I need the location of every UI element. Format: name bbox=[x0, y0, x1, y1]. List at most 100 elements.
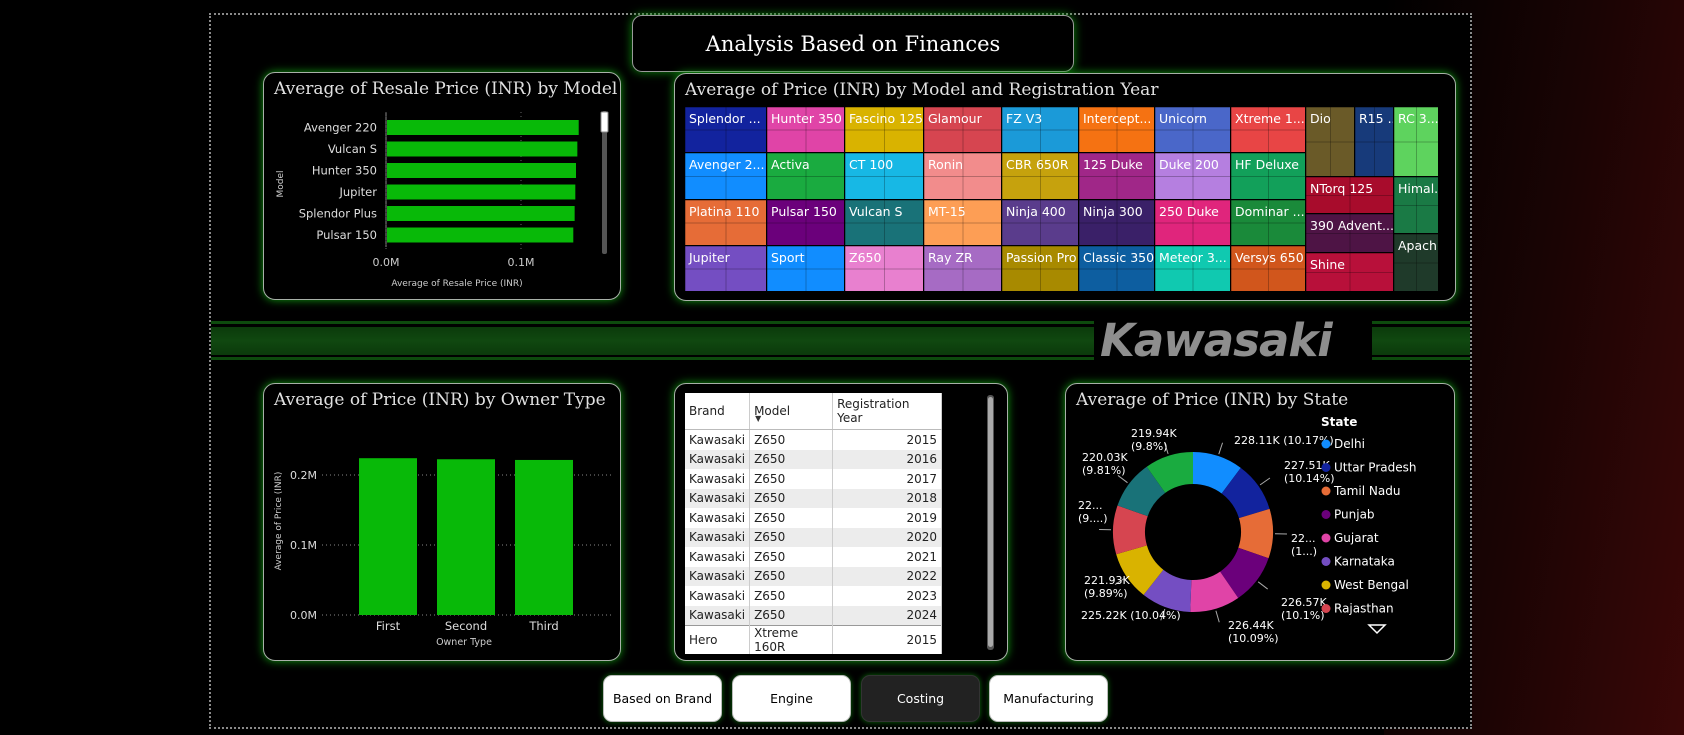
treemap-cell[interactable]: 250 Duke bbox=[1155, 199, 1231, 246]
treemap-cell[interactable]: Splendor ... bbox=[685, 107, 767, 154]
nav-button-engine[interactable]: Engine bbox=[732, 675, 851, 722]
nav-button-based-on-brand[interactable]: Based on Brand bbox=[603, 675, 722, 722]
treemap-cell[interactable]: Sport bbox=[767, 245, 845, 292]
table-row[interactable]: Kawasaki Z650 2023 bbox=[685, 586, 942, 606]
treemap-cell[interactable]: Dominar ... bbox=[1231, 199, 1306, 246]
treemap-cell[interactable]: NTorq 125 bbox=[1306, 177, 1394, 214]
treemap-cell[interactable]: MT-15 bbox=[924, 199, 1002, 246]
donut-legend-label[interactable]: Delhi bbox=[1334, 437, 1365, 451]
treemap-cell[interactable]: Xtreme 1... bbox=[1231, 107, 1306, 154]
treemap-cell[interactable]: Ninja 400 bbox=[1002, 199, 1079, 246]
treemap-cell[interactable]: CT 100 bbox=[845, 153, 924, 200]
treemap-cell[interactable]: Vulcan S bbox=[845, 199, 924, 246]
state-donut-card[interactable]: Average of Price (INR) by State 228.11K … bbox=[1065, 383, 1455, 661]
donut-legend-label[interactable]: Uttar Pradesh bbox=[1334, 461, 1416, 475]
treemap-cell[interactable]: RC 3... bbox=[1394, 107, 1439, 177]
table-row[interactable]: Kawasaki Z650 2019 bbox=[685, 508, 942, 528]
treemap-cell[interactable]: FZ V3 bbox=[1002, 107, 1079, 154]
table-row[interactable]: Kawasaki Z650 2021 bbox=[685, 547, 942, 567]
donut-data-label-line: (9....) bbox=[1078, 512, 1108, 525]
donut-legend-label[interactable]: Punjab bbox=[1334, 508, 1375, 522]
donut-slice[interactable] bbox=[1193, 452, 1241, 494]
donut-slice[interactable] bbox=[1146, 452, 1193, 493]
col-header-registration-year[interactable]: Registration Year bbox=[832, 393, 942, 430]
resale-bar[interactable] bbox=[387, 206, 575, 221]
treemap-card[interactable]: Average of Price (INR) by Model and Regi… bbox=[674, 73, 1456, 301]
resale-bar[interactable] bbox=[387, 141, 578, 157]
donut-slice[interactable] bbox=[1238, 508, 1273, 559]
treemap-cell[interactable]: Meteor 3... bbox=[1155, 245, 1231, 292]
treemap-cell[interactable]: Unicorn bbox=[1155, 107, 1231, 154]
resale-bar[interactable] bbox=[387, 184, 576, 200]
owner-bar[interactable] bbox=[515, 459, 573, 615]
treemap-cell[interactable]: Hunter 350 bbox=[767, 107, 845, 154]
donut-slice[interactable] bbox=[1220, 547, 1269, 599]
donut-slice[interactable] bbox=[1143, 569, 1192, 612]
treemap-cell[interactable]: Activa bbox=[767, 153, 845, 200]
resale-bar[interactable] bbox=[387, 120, 579, 135]
donut-slice[interactable] bbox=[1113, 505, 1148, 555]
treemap-cell[interactable]: R15 ... bbox=[1355, 107, 1394, 177]
treemap-cell[interactable]: Fascino 125 bbox=[845, 107, 924, 154]
donut-legend-label[interactable]: West Bengal bbox=[1334, 578, 1409, 592]
legend-scroll-down-icon[interactable] bbox=[1367, 624, 1387, 635]
treemap-cell[interactable]: Classic 350 bbox=[1079, 245, 1155, 292]
donut-legend-label[interactable]: Tamil Nadu bbox=[1333, 484, 1400, 498]
treemap-cell[interactable]: Ronin bbox=[924, 153, 1002, 200]
donut-legend-label[interactable]: Karnataka bbox=[1334, 555, 1395, 569]
treemap-cell[interactable]: Ninja 300 bbox=[1079, 199, 1155, 246]
treemap-cell[interactable]: Dio bbox=[1306, 107, 1355, 177]
resale-scrollbar-thumb[interactable] bbox=[600, 111, 609, 133]
table-row[interactable]: Kawasaki Z650 2017 bbox=[685, 469, 942, 489]
treemap-cell[interactable]: HF Deluxe bbox=[1231, 153, 1306, 200]
table-row[interactable]: Kawasaki Z650 2020 bbox=[685, 527, 942, 547]
treemap-cell[interactable]: CBR 650R bbox=[1002, 153, 1079, 200]
treemap-cell[interactable]: Intercept... bbox=[1079, 107, 1155, 154]
resale-bar[interactable] bbox=[387, 163, 576, 178]
col-header-brand[interactable]: Brand bbox=[685, 393, 751, 430]
resale-bar[interactable] bbox=[387, 227, 574, 243]
owner-type-card[interactable]: Average of Price (INR) by Owner Type 0.0… bbox=[263, 383, 621, 661]
donut-slice[interactable] bbox=[1221, 467, 1270, 519]
treemap-cell[interactable]: Platina 110 bbox=[685, 199, 767, 246]
treemap-cell[interactable]: Versys 650 bbox=[1231, 245, 1306, 292]
table-scrollbar-thumb[interactable] bbox=[988, 397, 993, 647]
treemap-cell[interactable]: Apach... bbox=[1394, 234, 1439, 292]
treemap-cell[interactable]: Glamour bbox=[924, 107, 1002, 154]
treemap-cell[interactable]: Himal... bbox=[1394, 177, 1439, 234]
treemap-cell[interactable]: Jupiter bbox=[685, 245, 767, 292]
treemap-cell[interactable]: Ray ZR bbox=[924, 245, 1002, 292]
donut-slice[interactable] bbox=[1117, 466, 1166, 517]
treemap-cell[interactable]: Duke 200 bbox=[1155, 153, 1231, 200]
table-row[interactable]: Kawasaki Z650 2015 bbox=[685, 429, 942, 450]
nav-button-costing[interactable]: Costing bbox=[861, 675, 980, 722]
treemap-cell[interactable]: 390 Advent... bbox=[1306, 214, 1394, 253]
treemap-cell[interactable]: Passion Pro bbox=[1002, 245, 1079, 292]
col-header-model[interactable]: Model ▼ bbox=[749, 393, 834, 430]
cell-model: Z650 bbox=[749, 449, 834, 469]
resale-price-card[interactable]: Average of Resale Price (INR) by Model 0… bbox=[263, 72, 621, 300]
table-row[interactable]: Hero Xtreme 160R 2015 bbox=[685, 625, 942, 654]
nav-button-manufacturing[interactable]: Manufacturing bbox=[989, 675, 1108, 722]
resale-scrollbar-track[interactable] bbox=[602, 111, 607, 254]
treemap-cell[interactable]: Pulsar 150 bbox=[767, 199, 845, 246]
cell-model: Z650 bbox=[749, 527, 834, 547]
treemap-cell-label: CBR 650R bbox=[1006, 157, 1069, 173]
treemap-cell[interactable]: Z650 bbox=[845, 245, 924, 292]
table-row[interactable]: Kawasaki Z650 2024 bbox=[685, 605, 942, 626]
treemap-cell-label: Meteor 3... bbox=[1159, 249, 1227, 265]
treemap-cell[interactable]: Shine bbox=[1306, 253, 1394, 292]
donut-legend-label[interactable]: Rajasthan bbox=[1334, 602, 1394, 616]
table-row[interactable]: Kawasaki Z650 2016 bbox=[685, 449, 942, 469]
donut-legend-label[interactable]: Gujarat bbox=[1334, 531, 1379, 545]
treemap-cell[interactable]: 125 Duke bbox=[1079, 153, 1155, 200]
treemap-cell[interactable]: Avenger 2... bbox=[685, 153, 767, 200]
owner-bar[interactable] bbox=[359, 458, 417, 615]
owner-bar[interactable] bbox=[437, 459, 495, 615]
table-row[interactable]: Kawasaki Z650 2018 bbox=[685, 488, 942, 508]
table-row[interactable]: Kawasaki Z650 2022 bbox=[685, 566, 942, 586]
donut-slice[interactable] bbox=[1116, 545, 1164, 595]
donut-slice[interactable] bbox=[1190, 571, 1239, 612]
treemap-cell-label: Avenger 2... bbox=[689, 157, 765, 173]
donut-legend-marker bbox=[1321, 510, 1331, 519]
